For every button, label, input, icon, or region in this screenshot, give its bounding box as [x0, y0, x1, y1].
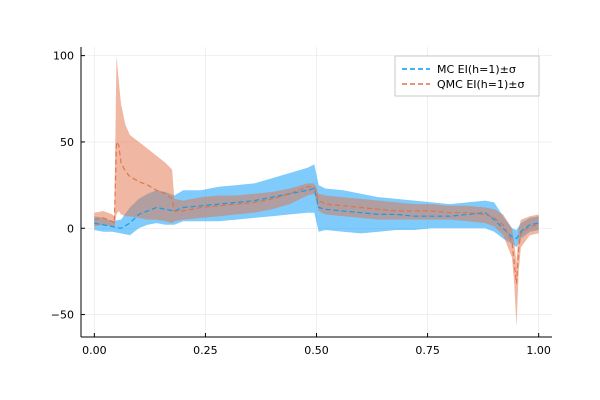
x-tick-label: 0.00	[82, 344, 107, 357]
mean-line-mc	[94, 187, 539, 240]
y-tick-label: −50	[51, 309, 74, 322]
legend: MC EI(h=1)±σ QMC EI(h=1)±σ	[394, 55, 540, 97]
mean-lines	[94, 139, 539, 284]
error-band-mc	[94, 164, 539, 248]
x-tick-label: 0.50	[304, 344, 329, 357]
x-tick-label: 0.75	[415, 344, 440, 357]
legend-label-qmc: QMC EI(h=1)±σ	[437, 78, 525, 91]
x-tick-label: 0.25	[193, 344, 218, 357]
y-tick-label: 50	[60, 136, 74, 149]
mean-line-qmc	[94, 139, 539, 284]
y-tick-label: 100	[53, 50, 74, 63]
legend-box	[394, 55, 540, 97]
y-tick-label: 0	[67, 222, 74, 235]
axes: 0.00 0.25 0.50 0.75 1.00 −50 0 50 100	[51, 47, 552, 357]
x-tick-label: 1.00	[526, 344, 551, 357]
error-bands	[94, 55, 539, 327]
legend-label-mc: MC EI(h=1)±σ	[437, 63, 516, 76]
error-band-qmc	[94, 55, 539, 327]
